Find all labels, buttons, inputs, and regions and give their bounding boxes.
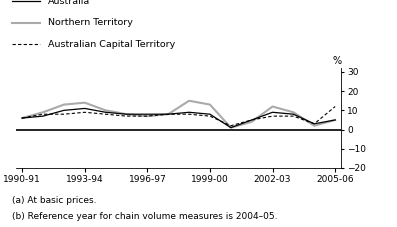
Australia <box>291 113 296 116</box>
Australian Capital Territory <box>291 115 296 118</box>
Australian Capital Territory <box>249 118 254 121</box>
Northern Territory <box>166 113 171 116</box>
Australian Capital Territory <box>124 115 129 118</box>
Northern Territory <box>333 118 337 121</box>
Australia <box>40 115 45 118</box>
Australian Capital Territory <box>20 117 25 119</box>
Australian Capital Territory <box>208 115 212 118</box>
Northern Territory <box>20 117 25 119</box>
Australia <box>62 109 66 112</box>
Text: Northern Territory: Northern Territory <box>48 18 133 27</box>
Northern Territory <box>124 113 129 116</box>
Line: Australia: Australia <box>22 109 335 128</box>
Australian Capital Territory <box>82 111 87 114</box>
Northern Territory <box>228 126 233 129</box>
Australia <box>187 111 191 114</box>
Northern Territory <box>145 115 150 118</box>
Australia <box>124 113 129 116</box>
Australia <box>82 107 87 110</box>
Australia <box>103 111 108 114</box>
Line: Australian Capital Territory: Australian Capital Territory <box>22 106 335 126</box>
Australia <box>228 126 233 129</box>
Australia <box>20 117 25 119</box>
Northern Territory <box>249 121 254 123</box>
Australian Capital Territory <box>228 124 233 127</box>
Northern Territory <box>82 101 87 104</box>
Australia <box>208 113 212 116</box>
Australian Capital Territory <box>40 113 45 116</box>
Northern Territory <box>208 103 212 106</box>
Text: (b) Reference year for chain volume measures is 2004–05.: (b) Reference year for chain volume meas… <box>12 212 278 221</box>
Text: Australian Capital Territory: Australian Capital Territory <box>48 40 175 49</box>
Northern Territory <box>291 111 296 114</box>
Australian Capital Territory <box>62 113 66 116</box>
Northern Territory <box>103 109 108 112</box>
Text: Australia: Australia <box>48 0 90 6</box>
Australian Capital Territory <box>312 122 317 125</box>
Line: Northern Territory: Northern Territory <box>22 101 335 128</box>
Australia <box>249 118 254 121</box>
Australian Capital Territory <box>333 105 337 108</box>
Australian Capital Territory <box>166 113 171 116</box>
Northern Territory <box>270 105 275 108</box>
Northern Territory <box>312 124 317 127</box>
Australia <box>166 113 171 116</box>
Australian Capital Territory <box>103 113 108 116</box>
Northern Territory <box>62 103 66 106</box>
Northern Territory <box>40 111 45 114</box>
Australia <box>145 113 150 116</box>
Australian Capital Territory <box>145 115 150 118</box>
Northern Territory <box>187 99 191 102</box>
Australia <box>312 122 317 125</box>
Australia <box>270 111 275 114</box>
Australia <box>333 118 337 121</box>
Australian Capital Territory <box>270 115 275 118</box>
Text: %: % <box>332 56 341 66</box>
Australian Capital Territory <box>187 113 191 116</box>
Text: (a) At basic prices.: (a) At basic prices. <box>12 196 96 205</box>
